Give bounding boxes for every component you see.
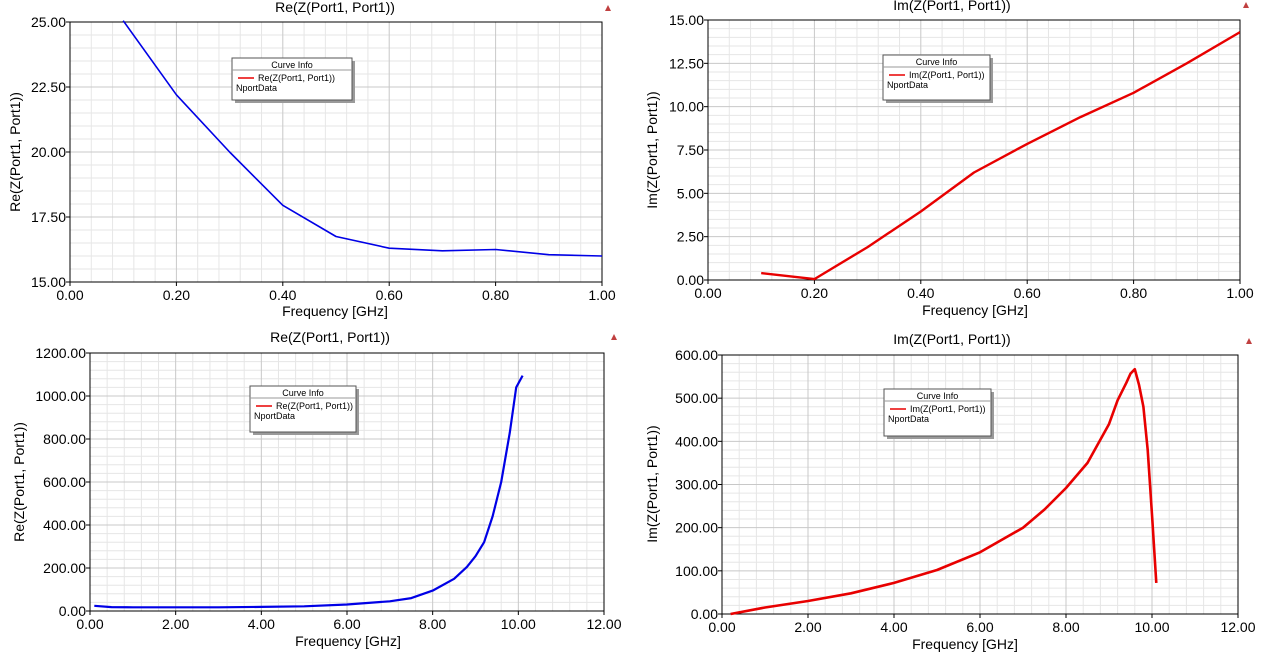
- legend-title: Curve Info: [282, 388, 324, 398]
- x-tick-label: 10.00: [1134, 619, 1169, 635]
- legend-entry: NportData: [887, 80, 928, 90]
- x-tick-label: 0.40: [907, 285, 934, 301]
- y-tick-label: 600.00: [675, 347, 718, 363]
- y-tick-label: 400.00: [675, 433, 718, 449]
- y-tick-label: 15.00: [31, 274, 66, 290]
- x-tick-label: 2.00: [162, 616, 189, 632]
- legend-title: Curve Info: [917, 391, 959, 401]
- x-tick-label: 0.80: [1120, 285, 1147, 301]
- series-line: [122, 20, 602, 257]
- x-axis-label: Frequency [GHz]: [922, 302, 1028, 318]
- legend-box: [883, 388, 992, 437]
- y-tick-label: 5.00: [677, 185, 704, 201]
- y-axis-label: Im(Z(Port1, Port1)): [644, 425, 660, 542]
- y-tick-label: 2.50: [677, 229, 704, 245]
- y-tick-label: 1000.00: [35, 388, 86, 404]
- y-tick-label: 200.00: [43, 560, 86, 576]
- x-tick-label: 4.00: [248, 616, 275, 632]
- x-tick-label: 0.00: [694, 285, 721, 301]
- legend-entry: NportData: [254, 411, 295, 421]
- x-axis-label: Frequency [GHz]: [295, 633, 401, 649]
- x-tick-label: 0.60: [1014, 285, 1041, 301]
- x-tick-label: 0.20: [163, 287, 190, 303]
- y-tick-label: 300.00: [675, 477, 718, 493]
- chart-title: Re(Z(Port1, Port1)): [270, 329, 390, 345]
- y-tick-label: 400.00: [43, 517, 86, 533]
- y-tick-label: 12.50: [669, 55, 704, 71]
- y-tick-label: 500.00: [675, 390, 718, 406]
- x-axis-label: Frequency [GHz]: [912, 636, 1018, 652]
- series-line: [730, 367, 1158, 616]
- chart-panel-1: 0.00 0.20 0.40 0.60 0.80 1.00 15.00 17.50 20.00 2…: [7, 0, 616, 319]
- x-tick-label: 0.00: [76, 616, 103, 632]
- x-tick-label: 0.00: [708, 619, 735, 635]
- legend[interactable]: Curve Info Im(Z(Port1, Port1))NportData: [883, 388, 994, 439]
- legend[interactable]: Curve Info Re(Z(Port1, Port1))NportData: [231, 57, 355, 103]
- chart-panel-3: 0.00 2.00 4.00 6.00 8.00 10.00 12.00 0.00 200.00…: [11, 329, 622, 649]
- legend-entry: Im(Z(Port1, Port1)): [909, 70, 985, 80]
- y-tick-label: 17.50: [31, 209, 66, 225]
- legend-box: [231, 57, 353, 101]
- series-line: [94, 375, 524, 609]
- y-tick-label: 20.00: [31, 144, 66, 160]
- x-tick-label: 2.00: [794, 619, 821, 635]
- y-tick-label: 100.00: [675, 563, 718, 579]
- plot-marker-icon[interactable]: [611, 334, 617, 340]
- y-tick-label: 1200.00: [35, 345, 86, 361]
- chart-title: Re(Z(Port1, Port1)): [275, 0, 395, 15]
- series-line: [761, 31, 1240, 281]
- legend[interactable]: Curve Info Im(Z(Port1, Port1))NportData: [882, 54, 993, 103]
- legend-title: Curve Info: [271, 60, 313, 70]
- x-tick-label: 6.00: [333, 616, 360, 632]
- y-tick-label: 800.00: [43, 431, 86, 447]
- x-tick-label: 1.00: [1226, 285, 1253, 301]
- y-tick-label: 200.00: [675, 520, 718, 536]
- legend-entry: NportData: [888, 414, 929, 424]
- x-tick-label: 10.00: [501, 616, 536, 632]
- x-tick-label: 12.00: [1220, 619, 1255, 635]
- x-tick-label: 0.00: [56, 287, 83, 303]
- x-tick-label: 0.20: [801, 285, 828, 301]
- y-tick-label: 7.50: [677, 142, 704, 158]
- y-axis-label: Re(Z(Port1, Port1)): [7, 92, 23, 212]
- legend-title: Curve Info: [916, 57, 958, 67]
- chart-panel-4: 0.00 2.00 4.00 6.00 8.00 10.00 12.00 0.00 100.00…: [644, 331, 1256, 652]
- x-tick-label: 8.00: [1052, 619, 1079, 635]
- legend-entry: Re(Z(Port1, Port1)): [276, 401, 353, 411]
- x-tick-label: 6.00: [966, 619, 993, 635]
- y-tick-label: 22.50: [31, 79, 66, 95]
- y-axis-label: Im(Z(Port1, Port1)): [644, 91, 660, 208]
- y-tick-label: 10.00: [669, 99, 704, 115]
- plot-marker-icon[interactable]: [1243, 2, 1249, 8]
- plot-marker-icon[interactable]: [605, 5, 611, 11]
- x-tick-label: 4.00: [880, 619, 907, 635]
- x-tick-label: 0.80: [482, 287, 509, 303]
- x-tick-label: 8.00: [419, 616, 446, 632]
- x-tick-label: 0.60: [376, 287, 403, 303]
- legend-box: [249, 385, 357, 433]
- chart-title: Im(Z(Port1, Port1)): [893, 0, 1010, 13]
- chart-panel-2: 0.00 0.20 0.40 0.60 0.80 1.00 0.00 2.50 5.00 7.50…: [644, 0, 1254, 318]
- y-axis-label: Re(Z(Port1, Port1)): [11, 422, 27, 542]
- legend-entry: Re(Z(Port1, Port1)): [258, 73, 335, 83]
- x-tick-label: 0.40: [269, 287, 296, 303]
- y-tick-label: 0.00: [677, 272, 704, 288]
- legend[interactable]: Curve Info Re(Z(Port1, Port1))NportData: [249, 385, 359, 435]
- y-tick-label: 0.00: [59, 603, 86, 619]
- x-axis-label: Frequency [GHz]: [282, 303, 388, 319]
- legend-entry: NportData: [236, 83, 277, 93]
- y-tick-label: 15.00: [669, 12, 704, 28]
- legend-entry: Im(Z(Port1, Port1)): [910, 404, 986, 414]
- plot-marker-icon[interactable]: [1246, 338, 1252, 344]
- y-tick-label: 600.00: [43, 474, 86, 490]
- y-tick-label: 0.00: [691, 606, 718, 622]
- legend-box: [882, 54, 991, 101]
- x-tick-label: 1.00: [588, 287, 615, 303]
- y-tick-label: 25.00: [31, 14, 66, 30]
- x-tick-label: 12.00: [586, 616, 621, 632]
- chart-title: Im(Z(Port1, Port1)): [893, 331, 1010, 347]
